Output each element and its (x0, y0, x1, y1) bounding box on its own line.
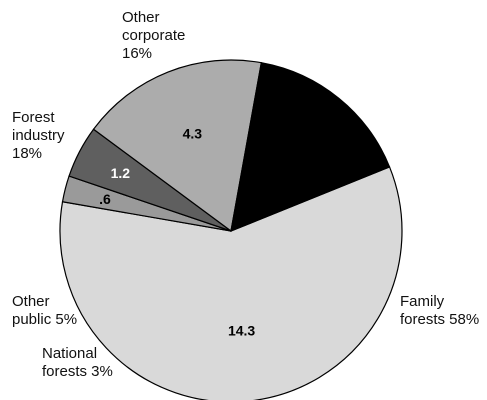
category-label-other-public: Other public 5% (12, 293, 77, 328)
value-label-national-forests: .6 (99, 191, 111, 207)
category-label-family-forests: Family forests 58% (400, 293, 479, 328)
slice-category-labels: Family forests 58% National forests 3% Other… (12, 9, 479, 380)
pie-slices (59, 59, 403, 400)
category-label-other-corporate: Other corporate 16% (122, 9, 185, 62)
category-label-national-forests: National forests 3% (42, 345, 113, 380)
value-label-forest-industry: 4.3 (183, 125, 203, 141)
pie-slice-family-forests (59, 166, 403, 400)
category-label-forest-industry: Forest industry 18% (12, 109, 65, 162)
pie-slice-forest-industry (92, 59, 263, 233)
pie-slice-other-corporate (230, 62, 391, 232)
slice-value-labels: 14.3 .61.2 4.3 (99, 125, 255, 338)
value-label-family-forests: 14.3 (228, 322, 255, 338)
value-label-other-public: 1.2 (111, 165, 131, 181)
